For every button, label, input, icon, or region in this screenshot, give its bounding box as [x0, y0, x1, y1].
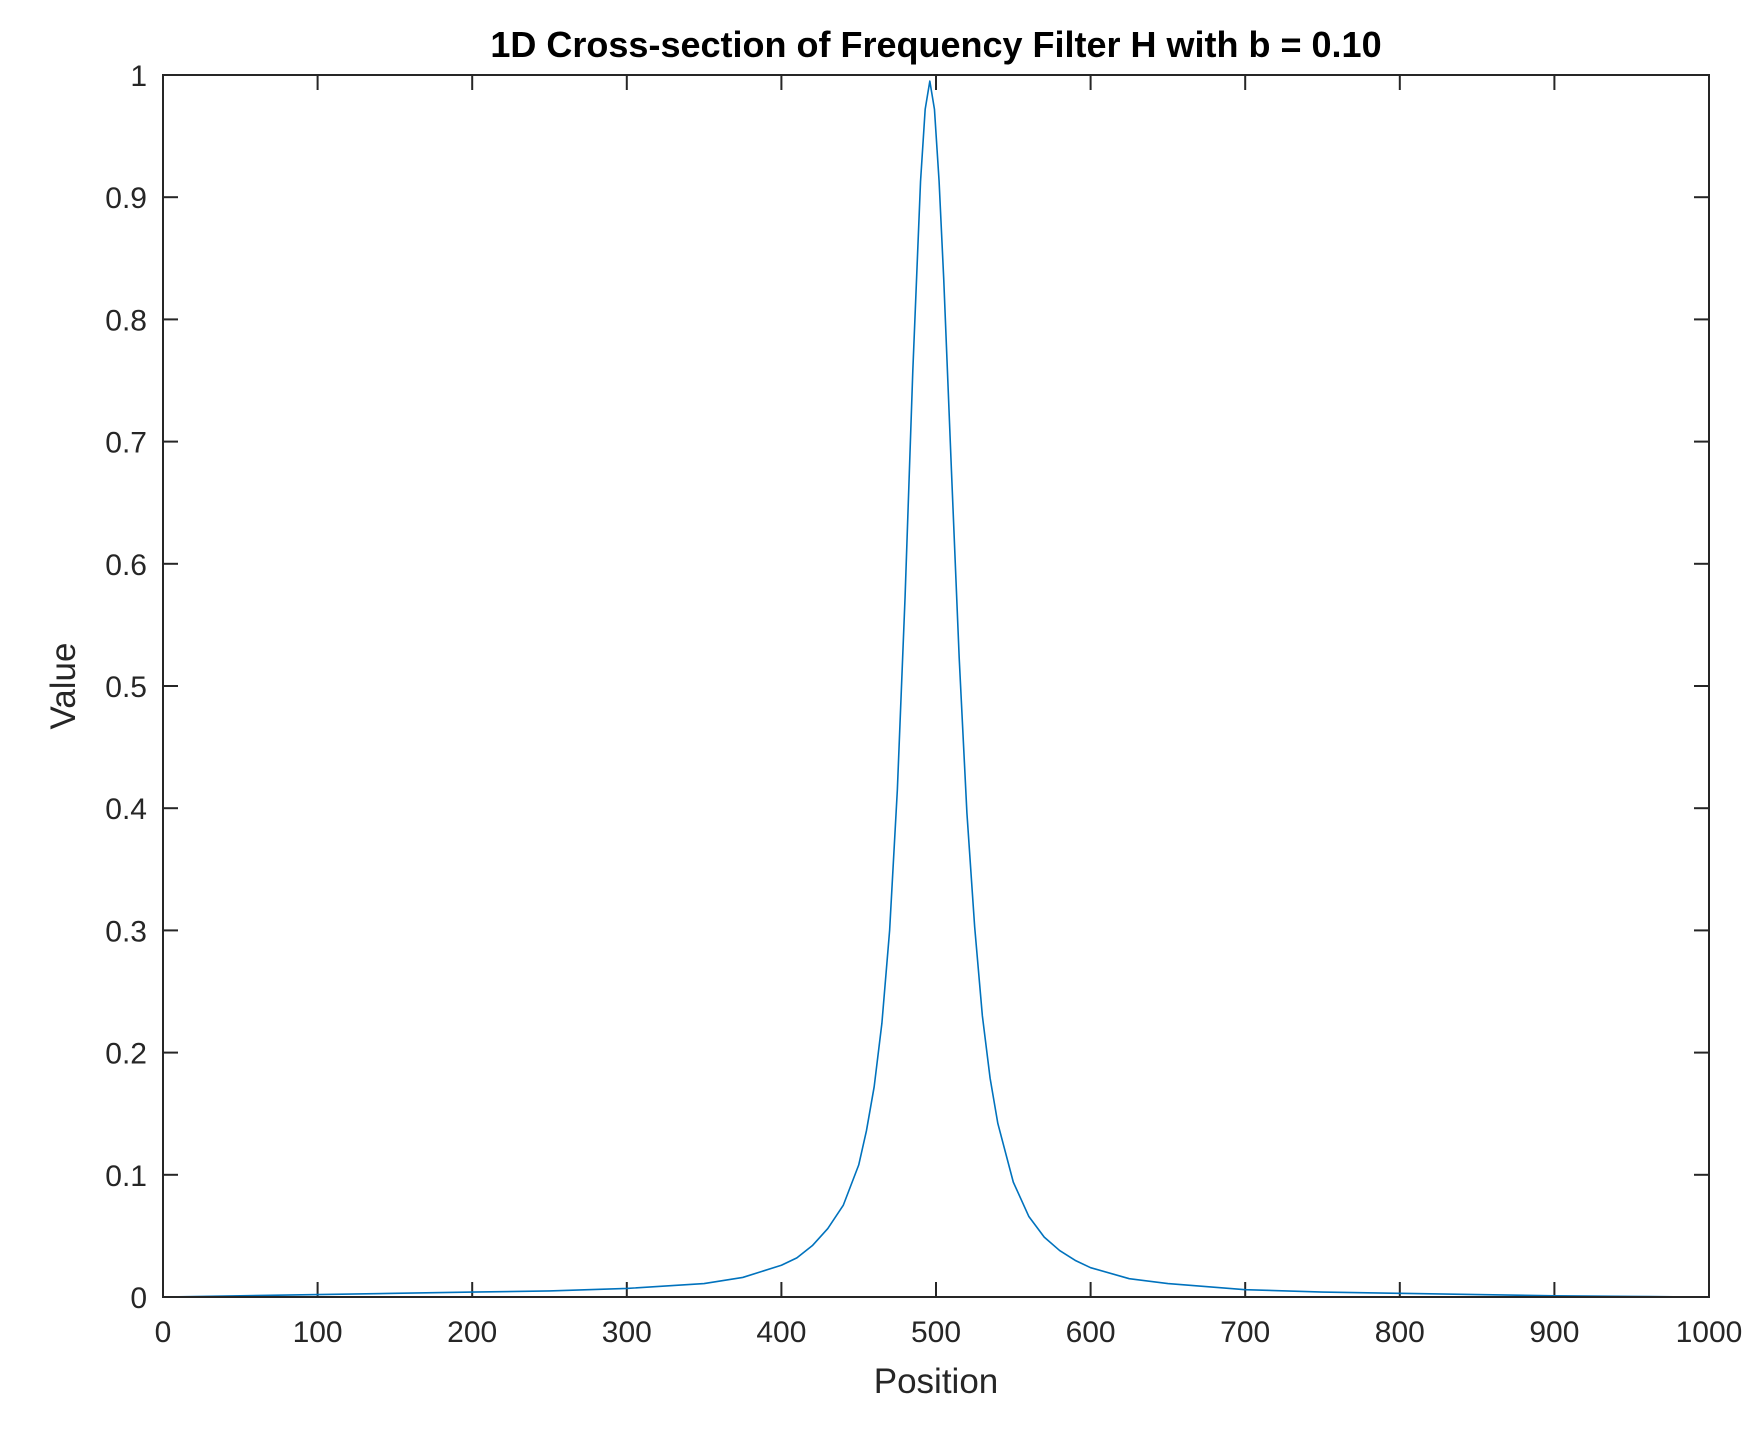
x-tick-labels: 0 100 200 300 400 500 600 700 800 900 1000 — [155, 1316, 1743, 1349]
x-tick-label: 100 — [293, 1316, 343, 1349]
x-axis-label: Position — [874, 1362, 999, 1401]
series-line-0 — [162, 80, 1698, 1298]
y-tick-label: 1 — [130, 60, 147, 93]
x-tick-label: 400 — [756, 1316, 806, 1349]
y-tick-label: 0.6 — [105, 549, 147, 582]
y-axis-label: Value — [44, 643, 83, 730]
x-tick-label: 700 — [1220, 1316, 1270, 1349]
y-tick-label: 0 — [130, 1282, 147, 1315]
x-tick-label: 800 — [1375, 1316, 1425, 1349]
y-tick-label: 0.1 — [105, 1160, 147, 1193]
y-tick-label: 0.7 — [105, 427, 147, 460]
y-tick-label: 0.4 — [105, 793, 147, 826]
x-tick-label: 0 — [155, 1316, 172, 1349]
x-tick-label: 1000 — [1676, 1316, 1743, 1349]
y-tick-label: 0.5 — [105, 671, 147, 704]
x-tick-label: 600 — [1066, 1316, 1116, 1349]
x-tick-label: 900 — [1529, 1316, 1579, 1349]
line-layer — [162, 80, 1698, 1298]
y-tick-label: 0.3 — [105, 915, 147, 948]
y-tick-label: 0.2 — [105, 1038, 147, 1071]
plot-box — [162, 74, 1710, 1298]
x-tick-label: 300 — [602, 1316, 652, 1349]
y-tick-label: 0.8 — [105, 304, 147, 337]
x-tick-label: 200 — [447, 1316, 497, 1349]
chart-title: 1D Cross-section of Frequency Filter H w… — [490, 24, 1381, 65]
x-tick-label: 500 — [911, 1316, 961, 1349]
y-tick-label: 0.9 — [105, 182, 147, 215]
y-tick-labels: 0 0.1 0.2 0.3 0.4 0.5 0.6 0.7 0.8 0.9 1 — [105, 60, 147, 1315]
